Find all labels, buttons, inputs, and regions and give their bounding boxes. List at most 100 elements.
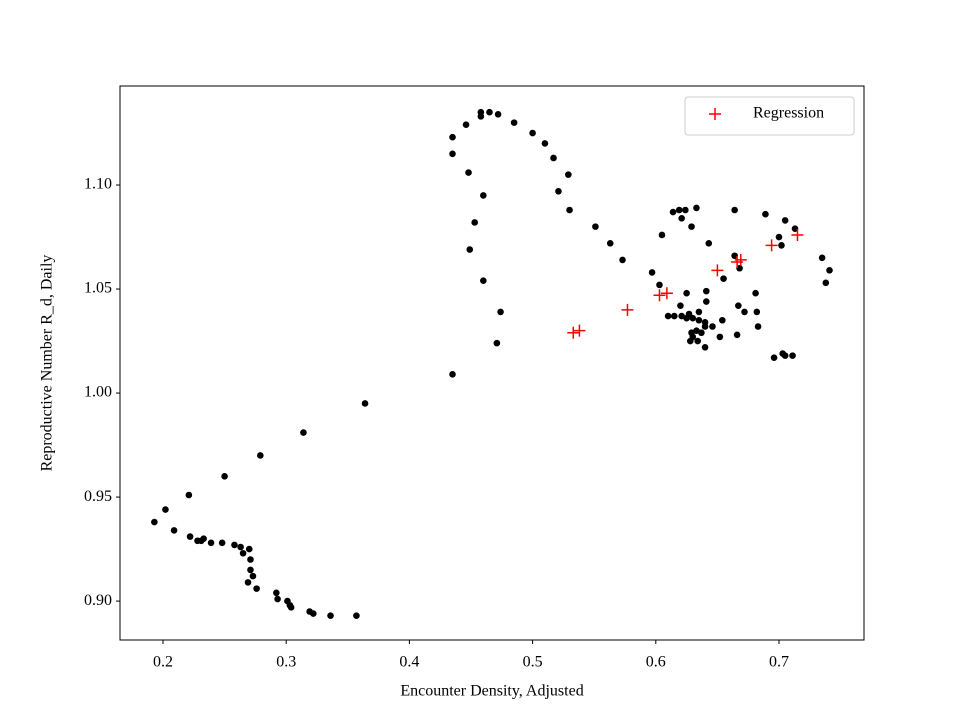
data-point <box>327 612 334 619</box>
data-point <box>703 287 710 295</box>
x-tick-label: 0.3 <box>276 654 296 671</box>
data-point <box>753 308 761 316</box>
regression-marker <box>567 326 580 339</box>
data-point <box>736 264 743 272</box>
x-tick-label: 0.7 <box>769 654 789 671</box>
data-point <box>694 337 701 345</box>
data-point <box>245 545 253 553</box>
data-point <box>754 323 762 330</box>
data-point <box>789 352 796 359</box>
data-point <box>462 121 470 128</box>
data-point <box>253 585 260 592</box>
data-point <box>162 506 169 513</box>
data-point <box>695 308 703 316</box>
data-point <box>309 610 317 617</box>
data-point <box>826 267 833 274</box>
data-point <box>466 246 474 253</box>
data-point <box>274 595 281 603</box>
data-point <box>565 171 572 178</box>
x-tick-label: 0.5 <box>523 654 543 671</box>
data-point <box>465 169 472 176</box>
data-point <box>689 314 697 322</box>
data-point <box>682 206 689 214</box>
y-tick-label: 0.90 <box>84 592 112 609</box>
data-point <box>689 333 697 341</box>
data-point <box>752 289 759 297</box>
y-tick-label: 0.95 <box>84 488 112 505</box>
regression-marker <box>660 287 673 300</box>
data-point <box>494 110 502 118</box>
data-point <box>449 371 456 378</box>
data-point <box>207 539 215 547</box>
data-point <box>361 400 369 407</box>
data-point <box>720 275 727 282</box>
data-point <box>200 535 207 542</box>
data-point <box>675 206 683 214</box>
data-point <box>822 279 830 287</box>
data-point <box>818 254 826 262</box>
data-point <box>695 316 703 324</box>
data-point <box>541 140 549 147</box>
legend-label: Regression <box>753 105 824 122</box>
data-point <box>683 289 690 297</box>
x-tick-label: 0.4 <box>399 654 419 671</box>
data-point <box>606 239 614 247</box>
data-point <box>185 491 193 499</box>
data-point <box>770 354 778 361</box>
data-point <box>688 223 695 230</box>
data-point <box>762 210 769 218</box>
data-point <box>781 352 789 359</box>
data-point <box>555 187 562 195</box>
data-point <box>677 302 684 309</box>
data-point <box>480 192 487 199</box>
data-point <box>493 339 501 347</box>
data-point <box>791 225 799 233</box>
data-point <box>669 208 677 216</box>
data-point <box>619 256 626 264</box>
legend-box <box>684 96 855 136</box>
regression-marker <box>791 228 804 241</box>
data-point <box>693 204 700 212</box>
data-point <box>733 331 741 339</box>
data-point <box>151 518 158 526</box>
data-point <box>471 219 478 226</box>
x-axis-label: Encounter Density, Adjusted <box>400 683 583 700</box>
data-point <box>775 233 783 241</box>
data-point <box>701 343 709 351</box>
data-point <box>231 541 238 549</box>
legend-marker <box>709 108 721 120</box>
data-point <box>705 239 713 247</box>
data-point <box>449 133 456 141</box>
regression-marker <box>711 264 724 277</box>
data-point <box>221 472 228 480</box>
x-tick-label: 0.6 <box>646 654 666 671</box>
data-point <box>698 329 705 337</box>
data-point <box>480 277 487 285</box>
data-point <box>300 429 307 436</box>
data-point <box>731 206 738 214</box>
data-point <box>703 298 710 305</box>
data-point <box>709 323 716 330</box>
data-point <box>287 604 295 611</box>
data-point <box>273 589 280 597</box>
data-point <box>658 231 666 239</box>
data-point <box>510 119 518 126</box>
data-point <box>678 312 685 320</box>
y-tick-label: 1.05 <box>84 280 112 297</box>
y-axis-label: Reproductive Number R_d, Daily <box>39 255 56 472</box>
data-point <box>218 539 226 547</box>
data-point <box>486 108 493 116</box>
data-point <box>693 327 700 334</box>
data-point <box>529 129 536 137</box>
regression-marker <box>621 303 634 316</box>
data-point <box>497 308 504 316</box>
data-point <box>656 281 663 289</box>
data-point <box>170 527 178 534</box>
data-point <box>648 269 656 276</box>
data-point <box>247 556 254 563</box>
data-point <box>186 533 194 540</box>
regression-marker <box>573 324 586 337</box>
data-point <box>778 242 785 249</box>
data-point <box>353 612 360 619</box>
